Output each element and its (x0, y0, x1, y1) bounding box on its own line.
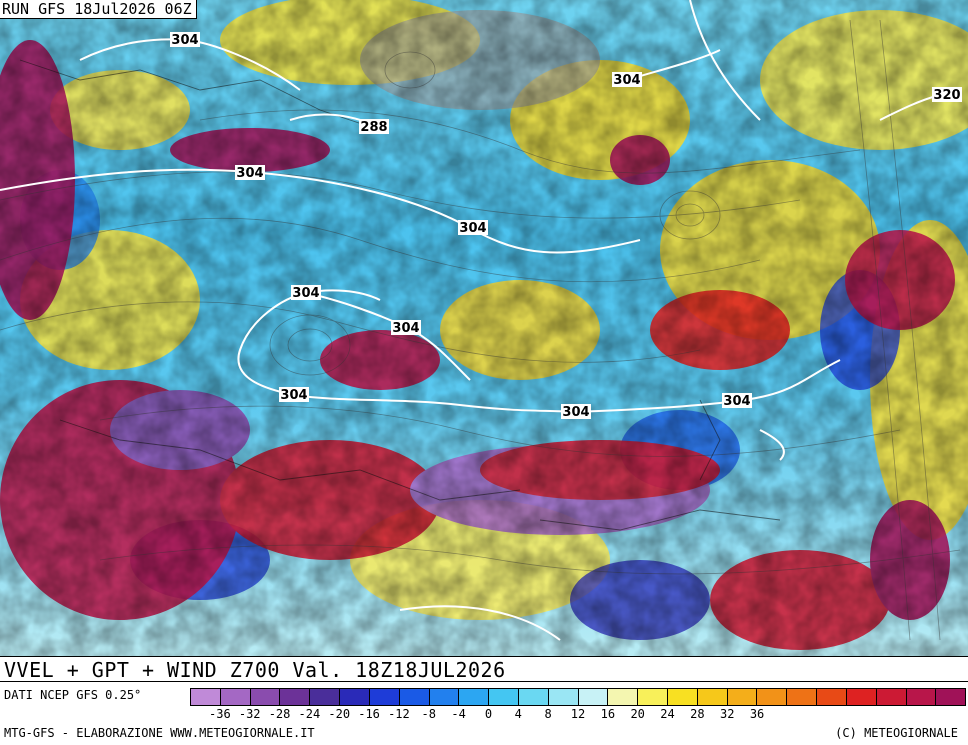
svg-text:304: 304 (562, 405, 589, 420)
color-scale-tick-label: -8 (421, 707, 436, 721)
isoline-label: 304 (279, 387, 309, 403)
color-scale (190, 688, 966, 706)
svg-text:304: 304 (280, 388, 307, 403)
color-scale-tick-label: -28 (268, 707, 291, 721)
color-scale-tick-label: -36 (209, 707, 231, 721)
color-scale-swatch (697, 689, 728, 705)
color-scale-tick-label: 4 (514, 707, 522, 721)
color-scale-swatch (638, 689, 668, 705)
color-scale-tick-label: 0 (484, 707, 493, 721)
wind-streamlines (0, 19, 961, 641)
color-scale-swatch (906, 689, 937, 705)
color-scale-tick-label: 20 (630, 707, 645, 721)
color-scale-swatch (817, 689, 847, 705)
color-scale-swatch (757, 689, 788, 705)
color-scale-swatch (518, 689, 549, 705)
color-scale-swatch (340, 689, 370, 705)
svg-text:304: 304 (723, 394, 750, 409)
color-scale-swatch (876, 689, 907, 705)
coastlines (19, 59, 781, 531)
color-scale-tick-label: 32 (719, 707, 735, 721)
svg-text:304: 304 (392, 321, 419, 336)
isoline-label: 288 (359, 119, 389, 135)
color-scale-swatch (787, 689, 818, 705)
isoline-label: 304 (458, 220, 488, 236)
color-scale-tick-label: 16 (600, 707, 616, 721)
color-scale-tick-label: -24 (298, 707, 321, 721)
color-scale-swatch (399, 689, 430, 705)
svg-text:304: 304 (171, 33, 198, 48)
footer-copyright: (C) METEOGIORNALE (835, 726, 958, 740)
color-scale-tick-label: -20 (328, 707, 351, 721)
isoline-label: 304 (722, 393, 752, 409)
isoline-label: 304 (291, 285, 321, 301)
color-scale-swatch (369, 689, 400, 705)
field-texture (0, 0, 968, 656)
color-scale-tick-label: 36 (749, 707, 765, 721)
color-scale-swatch (608, 689, 639, 705)
isoline-label: 304 (391, 320, 421, 336)
color-scale-swatch (310, 689, 341, 705)
color-scale-swatch (250, 689, 281, 705)
svg-text:304: 304 (236, 166, 263, 181)
color-scale-swatch (459, 689, 490, 705)
color-scale-swatch (220, 689, 251, 705)
svg-text:288: 288 (360, 120, 387, 135)
isoline-label: 304 (170, 32, 200, 48)
isoline-label: 320 (932, 87, 962, 103)
data-source: DATI NCEP GFS 0.25° (4, 688, 142, 702)
color-scale-swatch (936, 689, 966, 705)
color-scale-tick-label: -4 (451, 707, 466, 721)
svg-text:304: 304 (292, 286, 319, 301)
color-scale-swatch (846, 689, 877, 705)
color-scale-swatch (668, 689, 698, 705)
weather-map: 304 288 304 304 304 304 304 304 304 320 … (0, 0, 968, 656)
svg-text:304: 304 (613, 73, 640, 88)
color-scale-tick-label: 12 (570, 707, 586, 721)
color-scale-tick-label: 8 (544, 707, 552, 721)
isoline-label: 304 (561, 404, 591, 420)
color-scale-swatch (727, 689, 758, 705)
color-scale-tick-label: 28 (690, 707, 705, 721)
isoline-label: 304 (612, 72, 642, 88)
run-label: RUN GFS 18Jul2026 06Z (0, 0, 197, 19)
color-scale-swatch (489, 689, 519, 705)
footer-credit: MTG-GFS - ELABORAZIONE WWW.METEOGIORNALE… (4, 726, 315, 740)
color-scale-tick-label: -12 (388, 707, 410, 721)
isoline-label: 304 (235, 165, 265, 181)
isoline-labels: 304 288 304 304 304 304 304 304 304 320 … (170, 32, 962, 420)
color-scale-swatch (548, 689, 579, 705)
color-scale-ticks: -36 -32 -28 -24 -20 -16 -12 -8 -4 0 4 8 12 16 20 24 28 32… (190, 707, 966, 723)
color-scale-tick-label: -32 (238, 707, 261, 721)
color-scale-swatch (429, 689, 460, 705)
svg-text:304: 304 (459, 221, 486, 236)
color-scale-tick-label: -16 (358, 707, 380, 721)
color-scale-tick-label: 24 (660, 707, 675, 721)
svg-text:320: 320 (933, 88, 960, 103)
map-title-bar: VVEL + GPT + WIND Z700 Val. 18Z18JUL2026 (0, 656, 968, 682)
color-scale-swatch (578, 689, 609, 705)
map-canvas: 304 288 304 304 304 304 304 304 304 320 … (0, 0, 968, 656)
color-scale-swatch (280, 689, 311, 705)
color-scale-swatch (191, 689, 221, 705)
map-title: VVEL + GPT + WIND Z700 Val. 18Z18JUL2026 (4, 658, 506, 682)
